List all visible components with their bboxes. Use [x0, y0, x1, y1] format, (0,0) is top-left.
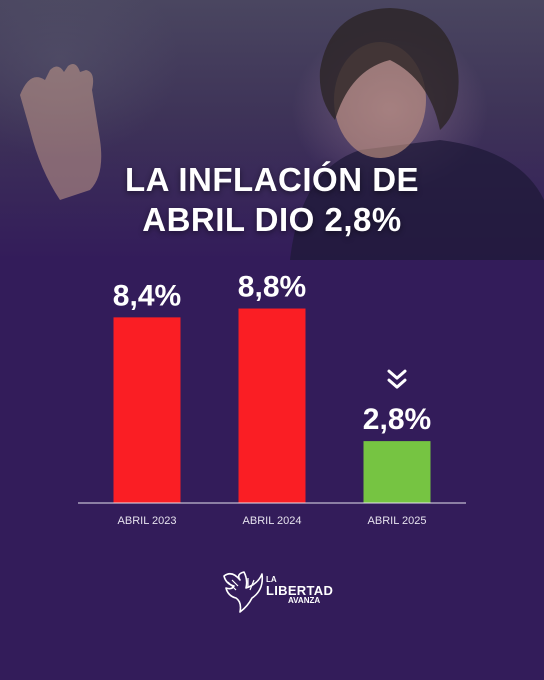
category-label-3: ABRIL 2025 [368, 515, 427, 527]
logo-la: LA [266, 575, 277, 584]
bar-value-label-3: 2,8% [363, 403, 431, 436]
category-label-1: ABRIL 2023 [118, 515, 177, 527]
headline-line-1: LA INFLACIÓN DE [124, 161, 420, 198]
eagle-icon [223, 571, 264, 613]
logo-avanza: AVANZA [288, 596, 321, 605]
headline: LA INFLACIÓN DE ABRIL DIO 2,8% [0, 160, 544, 240]
headline-line-2: ABRIL DIO 2,8% [142, 201, 402, 238]
header-photo-silhouette [20, 8, 544, 260]
la-libertad-avanza-logo: LA LIBERTAD AVANZA [218, 566, 338, 616]
bar-1 [113, 317, 181, 503]
chevron-double-down-icon [387, 369, 407, 389]
header-photo [0, 0, 544, 260]
logo-wordmark: LA LIBERTAD AVANZA [266, 576, 333, 605]
bar-3 [363, 441, 431, 503]
bar-2 [238, 308, 306, 503]
inflation-bar-chart: 8,4% ABRIL 2023 8,8% ABRIL 2024 2,8% ABRIL 20… [78, 271, 466, 527]
logo-libertad: LIBERTAD [266, 583, 334, 598]
bar-value-label-2: 8,8% [238, 271, 306, 304]
bar-value-label-1: 8,4% [113, 279, 181, 312]
category-label-2: ABRIL 2024 [243, 515, 302, 527]
